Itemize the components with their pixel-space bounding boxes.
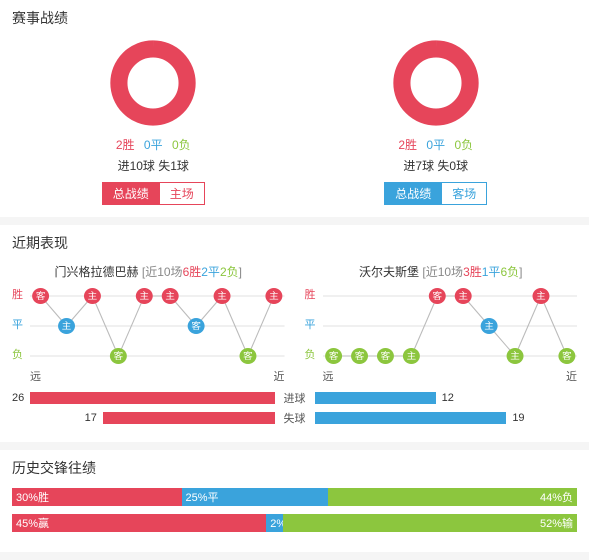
svg-text:主: 主 (269, 290, 279, 301)
draws: 0平 (426, 138, 445, 152)
losses: 0负 (172, 138, 191, 152)
h2h-bars: 30%胜25%平44%负 45%赢2%走52%输 (12, 488, 577, 532)
wdl-left: 2胜 0平 0负 (12, 136, 295, 153)
svg-text:主: 主 (458, 290, 468, 301)
draws: 0平 (144, 138, 163, 152)
h2h-segment: 25%平 (182, 488, 329, 506)
svg-text:主: 主 (536, 290, 546, 301)
svg-text:客: 客 (432, 290, 442, 301)
svg-text:主: 主 (62, 320, 72, 331)
recent-form-panel: 近期表现 门兴格拉德巴赫 [近10场6胜2平2负] 胜平负 客主主客主主客主客主… (0, 225, 589, 442)
svg-text:客: 客 (114, 350, 124, 361)
tab-away[interactable]: 客场 (441, 182, 487, 205)
svg-text:客: 客 (36, 290, 46, 301)
match-records-title: 赛事战绩 (12, 8, 577, 28)
goals-left: 进10球 失1球 (12, 157, 295, 174)
h2h-bar: 45%赢2%走52%输 (12, 514, 577, 532)
h2h-bar: 30%胜25%平44%负 (12, 488, 577, 506)
svg-text:客: 客 (328, 350, 338, 361)
svg-text:客: 客 (354, 350, 364, 361)
records-left: 2胜 0平 0负 进10球 失1球 总战绩 主场 (12, 38, 295, 205)
goals-right: 进7球 失0球 (295, 157, 578, 174)
svg-text:主: 主 (88, 290, 98, 301)
svg-text:主: 主 (165, 290, 175, 301)
records-right: 2胜 0平 0负 进7球 失0球 总战绩 客场 (295, 38, 578, 205)
tab-total[interactable]: 总战绩 (384, 182, 441, 205)
svg-text:主: 主 (510, 350, 520, 361)
wdl-right: 2胜 0平 0负 (295, 136, 578, 153)
svg-text:主: 主 (406, 350, 416, 361)
goal-bar-row: 26 进球 12 (12, 390, 577, 406)
form-chart: 胜平负 客客客主客主主主主客 (305, 286, 578, 366)
h2h-segment: 52%输 (283, 514, 577, 532)
svg-text:主: 主 (140, 290, 150, 301)
donut-left (108, 38, 198, 128)
recent-right: 沃尔夫斯堡 [近10场3胜1平6负] 胜平负 客客客主客主主主主客 远近 (305, 263, 578, 384)
svg-text:客: 客 (191, 320, 201, 331)
losses: 0负 (454, 138, 473, 152)
tab-total[interactable]: 总战绩 (102, 182, 159, 205)
svg-text:客: 客 (243, 350, 253, 361)
goal-bar-row: 17 失球 19 (12, 410, 577, 426)
h2h-segment: 2%走 (266, 514, 283, 532)
recent-form-title: 近期表现 (12, 233, 577, 253)
recent-header: 门兴格拉德巴赫 [近10场6胜2平2负] (12, 263, 285, 280)
donut-right (391, 38, 481, 128)
h2h-panel: 历史交锋往绩 30%胜25%平44%负 45%赢2%走52%输 (0, 450, 589, 552)
wins: 2胜 (116, 138, 135, 152)
tabs-right: 总战绩 客场 (384, 182, 487, 205)
recent-header: 沃尔夫斯堡 [近10场3胜1平6负] (305, 263, 578, 280)
goal-bars: 26 进球 12 17 失球 19 (12, 390, 577, 426)
match-records-panel: 赛事战绩 2胜 0平 0负 进10球 失1球 总战绩 主场 2胜 0平 0负 进… (0, 0, 589, 217)
h2h-segment: 30%胜 (12, 488, 182, 506)
h2h-segment: 44%负 (328, 488, 577, 506)
h2h-title: 历史交锋往绩 (12, 458, 577, 478)
tabs-left: 总战绩 主场 (102, 182, 205, 205)
wins: 2胜 (398, 138, 417, 152)
recent-left: 门兴格拉德巴赫 [近10场6胜2平2负] 胜平负 客主主客主主客主客主 远近 (12, 263, 285, 384)
svg-text:主: 主 (484, 320, 494, 331)
h2h-segment: 45%赢 (12, 514, 266, 532)
form-chart: 胜平负 客主主客主主客主客主 (12, 286, 285, 366)
svg-text:客: 客 (562, 350, 572, 361)
svg-text:主: 主 (217, 290, 227, 301)
svg-text:客: 客 (380, 350, 390, 361)
tab-home[interactable]: 主场 (159, 182, 205, 205)
